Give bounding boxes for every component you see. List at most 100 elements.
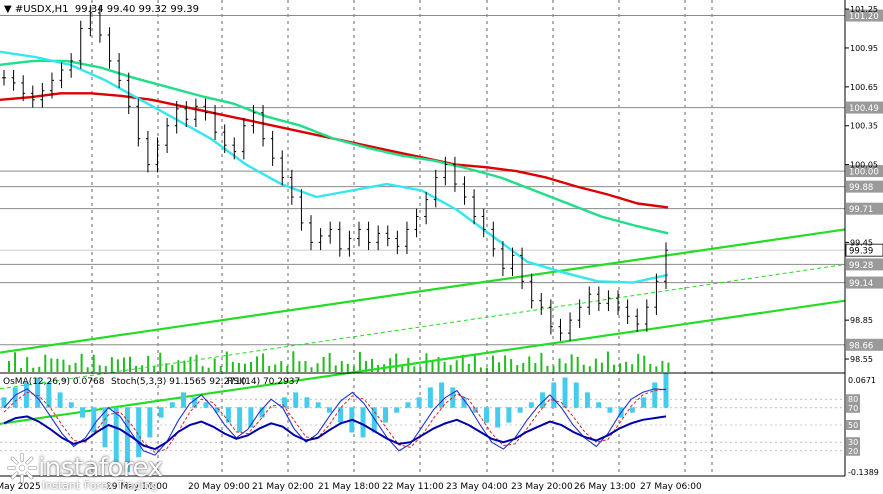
volume-bar: [56, 358, 59, 372]
volume-bar: [570, 354, 573, 372]
volume-bar: [364, 361, 367, 372]
volume-bar: [219, 366, 222, 372]
time-label: 20 May 09:00: [188, 482, 250, 492]
sub-level-bg: [846, 402, 860, 413]
volume-bar: [50, 358, 53, 372]
time-label: 16 May 2025: [0, 482, 41, 492]
logo-mark-icon: [6, 452, 38, 484]
osma-bar: [551, 382, 557, 408]
volume-bar: [479, 367, 482, 372]
volume-bar: [534, 363, 537, 372]
osma-bar: [461, 397, 467, 408]
sub-level-bg: [846, 445, 860, 456]
osma-bar: [495, 407, 501, 428]
time-label: 27 May 06:00: [640, 482, 702, 492]
osma-bar: [663, 372, 669, 408]
volume-bar: [292, 351, 295, 372]
volume-bar: [38, 366, 41, 372]
indicator-osma: OsMA(12,26,9) 0.0768: [3, 377, 105, 387]
osma-bar: [181, 392, 187, 408]
osma-bar: [584, 392, 590, 408]
volume-bar: [20, 367, 23, 372]
level-label-bg: [846, 258, 883, 271]
osma-bar: [382, 407, 388, 423]
volume-bar: [467, 363, 470, 372]
indicator-rsi: RSI(14) 70.2937: [227, 377, 301, 387]
volume-bar: [564, 363, 567, 372]
osma-bar: [35, 377, 41, 408]
level-label-bg: [846, 180, 883, 193]
osma-bar: [1, 397, 7, 408]
volume-bar: [419, 366, 422, 372]
volume-bar: [86, 367, 89, 372]
time-label: 22 May 11:00: [382, 482, 444, 492]
osma-bar: [192, 397, 198, 408]
osma-bar: [439, 382, 445, 408]
level-label-bg: [846, 338, 883, 351]
sub-tick-label: 70: [848, 404, 858, 413]
time-label: 26 May 13:00: [574, 482, 636, 492]
level-label: 101.20: [849, 12, 879, 22]
ohlc-values: 99.34 99.40 99.32 99.39: [74, 4, 199, 15]
volume-bar: [26, 357, 29, 372]
volume-bar: [625, 361, 628, 372]
level-label: 100.00: [849, 168, 879, 178]
logo-tagline: Instant Forex Trading: [42, 479, 158, 492]
volume-bar: [504, 355, 507, 372]
dropdown-triangle-icon[interactable]: ▼: [4, 4, 12, 15]
osma-bar: [68, 402, 74, 408]
price-tick-label: 99.45: [850, 238, 873, 247]
osma-bar: [147, 407, 153, 438]
volume-bar: [637, 353, 640, 372]
volume-bar: [62, 359, 65, 372]
osma-bar: [540, 392, 546, 408]
level-label-bg: [846, 202, 883, 215]
sub-tick-label: 50: [848, 421, 858, 430]
ma-green-line: [0, 59, 669, 235]
current-price-bg: [845, 243, 883, 257]
price-tick-label: 98.85: [850, 316, 873, 325]
volume-bar: [8, 361, 10, 372]
volume-bar: [492, 355, 494, 372]
volume-bar: [655, 366, 658, 372]
osma-bar: [23, 382, 29, 408]
osma-bar: [528, 402, 534, 408]
volume-bar: [395, 353, 398, 372]
level-label: 99.71: [849, 205, 873, 215]
osma-bar: [394, 407, 400, 413]
osma-bar: [46, 382, 52, 408]
volume-bar: [667, 362, 670, 372]
volume-bar: [631, 364, 634, 372]
channel-mid: [0, 263, 846, 390]
volume-bar: [449, 364, 452, 372]
volume-bar: [159, 352, 162, 372]
osma-bar: [12, 387, 18, 408]
volume-bar: [243, 363, 246, 372]
osma-bar: [483, 407, 489, 423]
stoch-main-line: [3, 388, 667, 456]
osma-bar: [562, 377, 568, 408]
instaforex-logo: instaforex: [6, 452, 163, 484]
volume-bar: [522, 362, 525, 372]
level-label: 99.14: [849, 279, 873, 289]
sub-tick-label: 30: [848, 438, 858, 447]
osma-bar: [304, 397, 310, 408]
volume-bar: [147, 355, 150, 372]
volume-bar: [207, 367, 210, 372]
time-label: 21 May 18:00: [318, 482, 380, 492]
volume-bar: [510, 359, 513, 372]
level-label-bg: [846, 9, 883, 22]
volume-bar: [401, 364, 404, 372]
moving-averages: [0, 50, 669, 284]
volume-bar: [122, 357, 125, 372]
osma-bar: [450, 387, 456, 408]
volume-bar: [358, 351, 361, 372]
volume-bar: [643, 355, 646, 372]
volume-bar: [413, 366, 416, 372]
osma-bar: [124, 407, 130, 473]
time-label: 21 May 02:00: [252, 482, 314, 492]
sub-tick-label: 80: [848, 395, 858, 404]
osma-bar: [641, 397, 647, 408]
osma-bar: [225, 407, 231, 423]
